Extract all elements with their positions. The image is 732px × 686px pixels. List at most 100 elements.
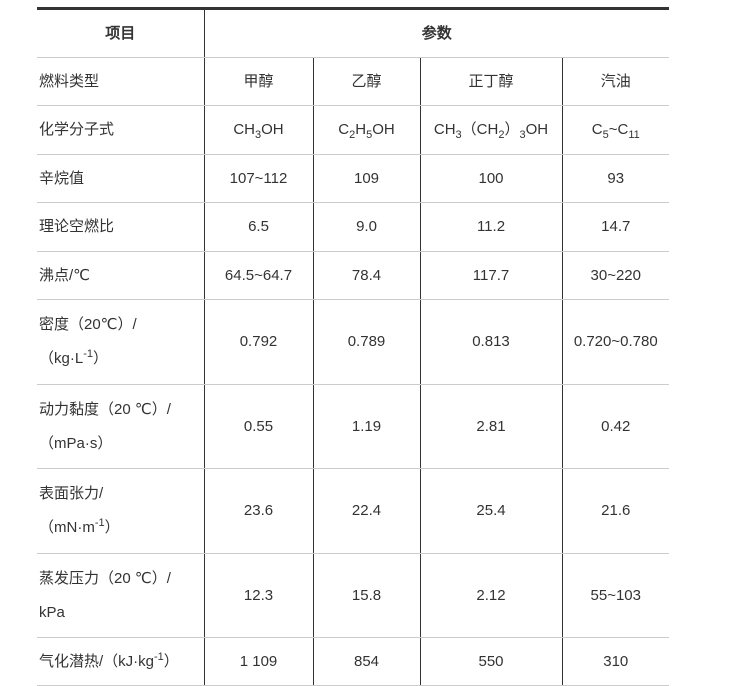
text-segment: 表面张力/ [39,485,104,502]
text-segment: 2.81 [476,417,506,435]
value-cell: 0.813 [419,299,562,385]
text-segment: 117.7 [472,266,510,284]
row-label-line: 理论空燃比 [39,212,204,242]
text-segment: （kg·L [39,350,84,367]
value-cell: 107~112 [203,154,313,203]
text-segment: OH [525,121,549,138]
fuel-properties-table: 项目 参数 燃料类型 甲醇 乙醇 正丁醇 汽油 化学分子式 CH3OH C2H5OH CH3（C… [37,7,670,686]
text-segment: -1 [154,650,164,663]
value-cell: 6.5 [203,202,313,252]
row-label: 蒸发压力（20 ℃）/ kPa [37,553,204,638]
table-row: 化学分子式 CH3OH C2H5OH CH3（CH2）3OH C5~C11 [37,105,670,155]
row-label-line: 化学分子式 [39,115,204,145]
text-segment: kPa [39,603,65,621]
value-cell: 0.55 [203,384,313,469]
table-row: 沸点/℃ 64.5~64.7 78.4 117.7 30~220 [37,251,670,300]
text-segment: （mN·m [39,519,95,536]
text-segment: 107~112 [229,169,288,187]
text-segment: 25.4 [476,502,506,519]
text-segment: 3 [455,129,462,141]
text-segment: -1 [94,517,105,529]
text-segment: C [591,121,603,138]
value-cell: 11.2 [419,202,562,252]
text-segment: 气化潜热/（kJ·kg [39,652,155,670]
value-cell: 55~103 [561,553,670,638]
text-segment: 12.3 [243,586,274,604]
table-row: 气化潜热/（kJ·kg-1） 1 109 854 550 310 [37,637,670,686]
value-cell: C2H5OH [312,105,420,155]
value-cell: 854 [312,637,420,686]
header-row: 项目 参数 [37,8,670,58]
value-cell: 0.789 [312,299,420,385]
text-segment: 0.42 [601,417,631,435]
row-label: 沸点/℃ [37,251,204,300]
row-label-line: 动力黏度（20 ℃）/ [39,393,204,427]
value-cell: 30~220 [561,251,670,300]
value-cell: 1.19 [312,384,420,469]
text-segment: （mPa·s） [39,434,113,452]
text-segment: 93 [607,169,625,187]
text-segment: -1 [83,348,93,360]
text-segment: 辛烷值 [39,169,85,187]
value-cell: 23.6 [203,468,313,554]
value-cell: 22.4 [312,468,420,554]
text-segment: 1 109 [239,652,278,670]
text-segment: 310 [603,652,629,670]
text-segment: 11 [628,129,640,141]
text-segment: 2.12 [476,586,506,604]
text-segment: 0.792 [239,333,278,350]
value-cell: CH3OH [203,105,313,155]
text-segment: 2 [349,129,356,141]
value-cell: 1 109 [203,637,313,686]
text-segment: （CH [461,121,499,138]
value-cell: 0.42 [561,384,670,469]
text-segment: 3 [255,129,262,141]
text-segment: OH [261,121,284,138]
text-segment: OH [372,121,395,138]
text-segment: 15.8 [351,586,382,604]
row-label-line: 燃料类型 [39,67,204,97]
row-label-line: （mPa·s） [39,427,204,461]
text-segment: 14.7 [601,218,631,235]
text-segment: 2 [498,129,505,141]
value-cell: 12.3 [203,553,313,638]
text-segment: C [338,121,350,138]
text-segment: 23.6 [243,502,274,519]
row-label: 燃料类型 [37,57,204,106]
value-cell: 乙醇 [312,57,420,106]
text-segment: 理论空燃比 [39,218,115,235]
text-segment: H [355,121,367,138]
text-segment: 78.4 [351,266,382,284]
value-cell: 310 [561,637,670,686]
row-label-line: 辛烷值 [39,164,204,194]
value-cell: 14.7 [561,202,670,252]
text-segment: 0.789 [347,333,386,350]
header-params: 参数 [203,8,670,58]
value-cell: 汽油 [561,57,670,106]
value-cell: 78.4 [312,251,420,300]
text-segment: ） [504,121,520,138]
row-label: 动力黏度（20 ℃）/ （mPa·s） [37,384,204,469]
value-cell: 117.7 [419,251,562,300]
text-segment: 动力黏度（20 ℃）/ [39,400,171,418]
value-cell: 正丁醇 [419,57,562,106]
text-segment: ） [163,652,179,670]
value-cell: 64.5~64.7 [203,251,313,300]
text-segment: ~C [608,121,629,138]
table-row: 密度（20℃）/ （kg·L-1） 0.792 0.789 0.813 0.720~0.7… [37,299,670,385]
value-cell: CH3（CH2）3OH [419,105,562,155]
row-label: 气化潜热/（kJ·kg-1） [37,637,204,686]
text-segment: 正丁醇 [468,72,514,90]
row-label-line: （kg·L-1） [39,342,204,376]
row-label-line: 密度（20℃）/ [39,308,204,342]
text-segment: 854 [353,652,380,670]
text-segment: 22.4 [351,502,382,519]
value-cell: 550 [419,637,562,686]
row-label-line: （mN·m-1） [39,511,204,545]
text-segment: 9.0 [356,218,377,235]
value-cell: 15.8 [312,553,420,638]
row-label-line: 气化潜热/（kJ·kg-1） [39,647,204,677]
text-segment: 21.6 [601,502,631,519]
text-segment: 燃料类型 [39,72,100,90]
text-segment: 109 [353,169,380,187]
